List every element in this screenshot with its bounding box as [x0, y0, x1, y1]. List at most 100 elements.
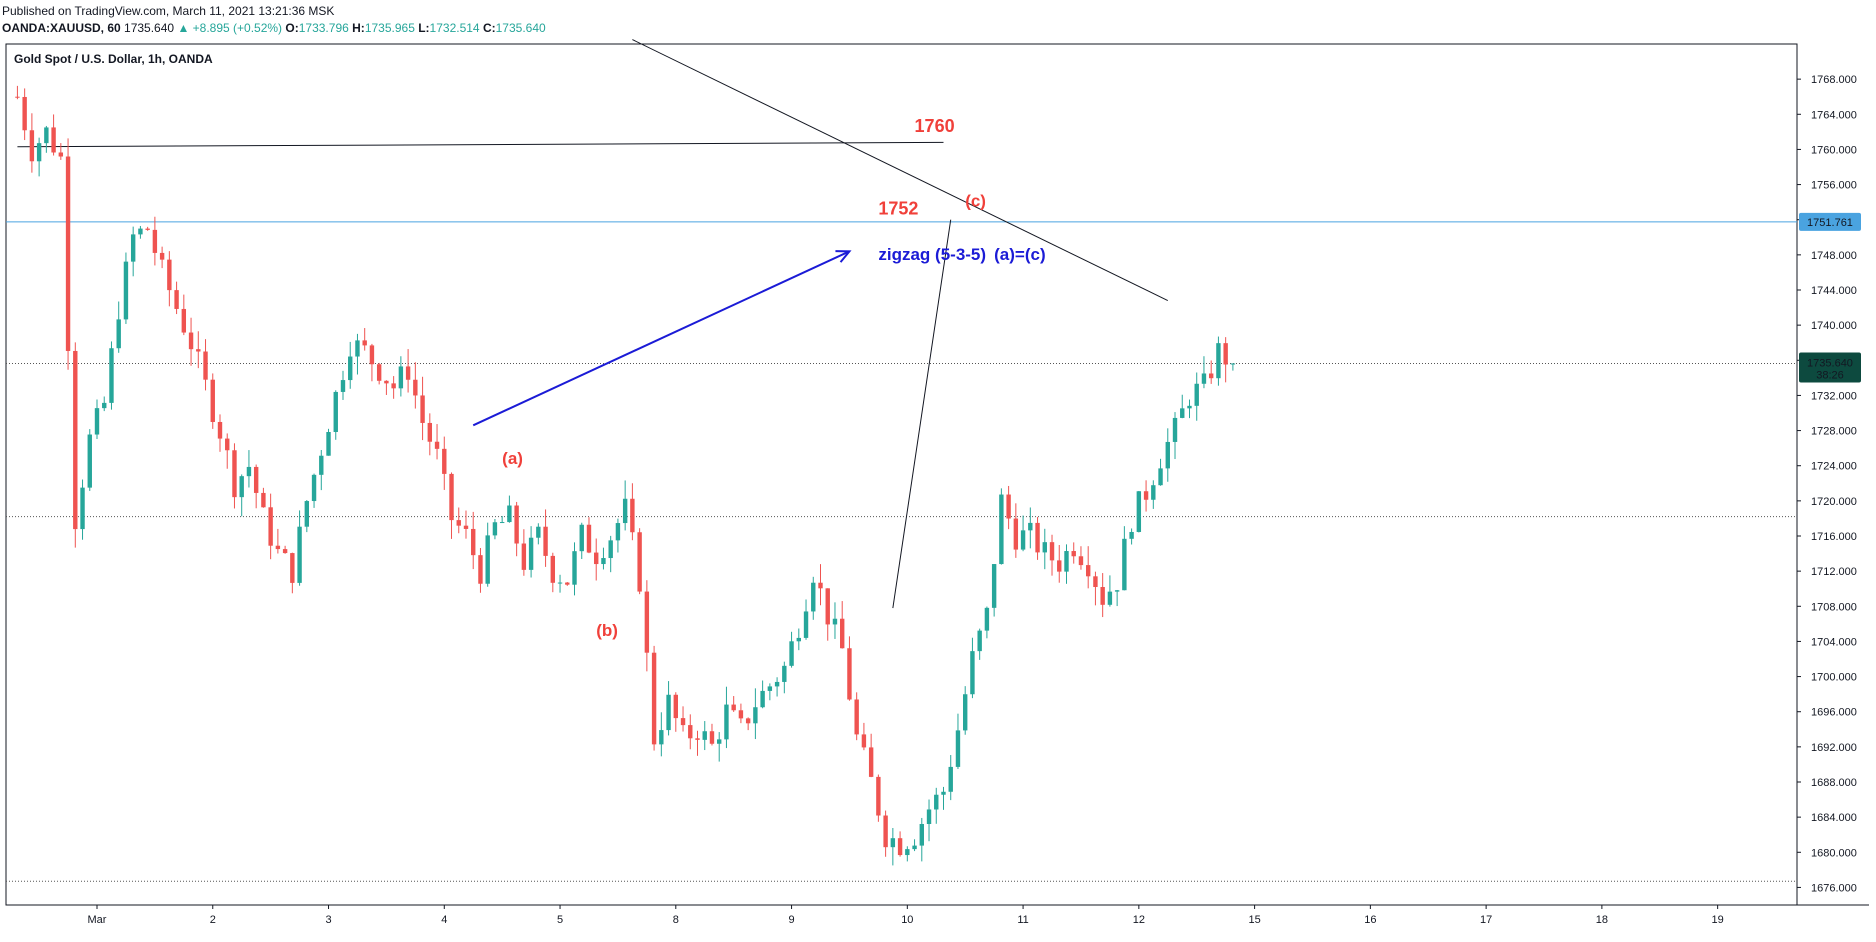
candle-body: [608, 540, 613, 559]
candle-body: [919, 823, 924, 846]
candle: [268, 493, 273, 560]
candle-body: [1172, 417, 1178, 442]
candle: [217, 414, 223, 452]
last-price: 1735.640: [124, 21, 175, 35]
candle-body: [941, 791, 946, 795]
price-tick-label: 1684.000: [1811, 812, 1857, 824]
candle: [977, 628, 982, 660]
time-tick-label: 17: [1480, 914, 1492, 926]
candle-body: [1151, 485, 1156, 500]
candle: [536, 523, 541, 545]
candle: [941, 786, 946, 810]
candle-body: [405, 366, 411, 380]
candle: [471, 511, 476, 570]
price-axis[interactable]: 1768.0001764.0001760.0001756.0001752.000…: [1797, 74, 1857, 894]
candle-body: [326, 432, 331, 456]
candle-body: [666, 694, 671, 731]
blue-arrow: [472, 250, 852, 427]
candle-body: [384, 380, 389, 384]
candle: [159, 246, 165, 269]
candle-body: [579, 524, 584, 552]
price-tick-label: 1744.000: [1811, 285, 1857, 297]
trendline: [892, 219, 952, 609]
candle: [970, 637, 975, 699]
candle-body: [1129, 531, 1134, 539]
candle: [774, 677, 780, 697]
candle: [413, 362, 418, 409]
candle-body: [934, 794, 939, 810]
candle: [883, 810, 888, 857]
candle-body: [1071, 551, 1076, 557]
candle: [963, 686, 968, 735]
candle: [999, 488, 1004, 565]
candle: [80, 479, 85, 540]
candle-body: [420, 395, 425, 423]
candle: [73, 342, 78, 548]
candle-body: [1201, 373, 1207, 384]
candle-body: [868, 747, 874, 777]
candle-body: [963, 694, 968, 731]
candle-body: [15, 96, 20, 98]
candle: [868, 733, 874, 778]
candle: [514, 501, 519, 557]
candle: [745, 717, 751, 731]
candle-body: [181, 308, 187, 333]
candle: [796, 628, 801, 651]
candle: [44, 125, 49, 153]
candle: [282, 545, 288, 554]
candle: [1064, 544, 1069, 584]
candle: [630, 483, 635, 541]
candle: [637, 528, 642, 595]
candle: [167, 251, 172, 307]
candle-body: [782, 665, 787, 682]
candle: [651, 645, 657, 751]
candle-body: [528, 537, 534, 570]
candle: [840, 601, 845, 649]
candle: [594, 538, 599, 581]
candle: [304, 500, 310, 533]
candle-body: [1122, 538, 1127, 591]
arrow-head: [835, 250, 852, 263]
candle-body: [1028, 522, 1033, 531]
level-price-tag: [1799, 212, 1861, 231]
candle: [384, 380, 389, 395]
symbol-label: OANDA:XAUUSD, 60: [2, 21, 121, 35]
candle-body: [1114, 590, 1120, 592]
candle-body: [507, 505, 512, 523]
candle-body: [239, 476, 244, 498]
candle: [811, 576, 816, 620]
candle: [1180, 394, 1185, 419]
candle: [275, 528, 281, 554]
candle: [29, 113, 35, 173]
published-caption: Published on TradingView.com, March 11, …: [2, 4, 335, 18]
candle-body: [825, 588, 830, 625]
candle-body: [622, 498, 628, 524]
price-tick-label: 1748.000: [1811, 250, 1857, 262]
candle: [659, 712, 664, 757]
candle-body: [442, 448, 447, 474]
candle-body: [651, 652, 657, 745]
candle-body: [94, 408, 100, 435]
candle: [695, 730, 700, 756]
price-tick-label: 1720.000: [1811, 496, 1857, 508]
time-tick-label: 4: [441, 914, 447, 926]
candle-body: [188, 332, 194, 350]
candle-body: [847, 648, 852, 700]
candle-body: [1093, 576, 1098, 588]
candle-body: [1035, 522, 1040, 553]
candle-body: [991, 564, 997, 608]
candle: [876, 774, 881, 822]
candle: [1028, 507, 1033, 549]
candle-body: [22, 96, 27, 131]
candle: [319, 450, 324, 491]
candle-body: [398, 366, 404, 389]
candle-body: [688, 725, 693, 739]
candle-body: [73, 350, 78, 530]
candle: [225, 433, 230, 469]
candle-body: [536, 526, 541, 538]
candle-body: [1180, 408, 1185, 418]
time-axis[interactable]: Mar 2 3 4 5 8 9 10 11 12 15 16 17 18 19: [88, 905, 1724, 926]
candle-body: [565, 582, 570, 585]
candle-body: [796, 637, 801, 642]
